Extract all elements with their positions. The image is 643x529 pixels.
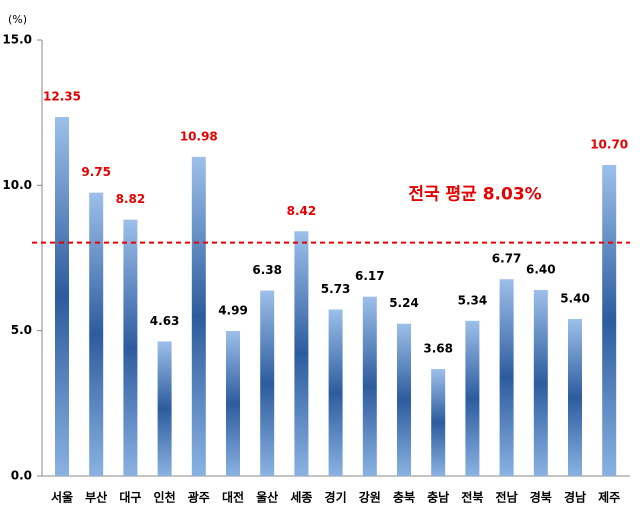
x-tick-label: 광주 xyxy=(188,490,210,505)
reference-label: 전국 평균 8.03% xyxy=(408,185,541,205)
value-label: 5.34 xyxy=(458,293,488,307)
y-tick-label: 10.0 xyxy=(2,178,32,192)
y-tick-label: 5.0 xyxy=(11,323,32,337)
value-label: 5.24 xyxy=(389,296,419,310)
value-label: 9.75 xyxy=(81,165,111,179)
x-tick-label: 부산 xyxy=(85,490,107,505)
value-label: 12.35 xyxy=(43,90,81,104)
x-tick-label: 강원 xyxy=(359,491,381,505)
bar xyxy=(533,289,548,476)
y-tick-label: 0.0 xyxy=(11,469,32,483)
bar xyxy=(465,320,480,476)
bar xyxy=(260,290,275,476)
value-label: 5.40 xyxy=(560,292,590,306)
bar xyxy=(157,341,172,476)
x-tick-label: 대구 xyxy=(119,491,141,505)
x-tick-label: 충남 xyxy=(427,490,449,505)
x-tick-label: 경북 xyxy=(530,491,552,505)
x-tick-label: 전북 xyxy=(461,490,483,505)
x-tick-label: 경남 xyxy=(564,490,586,505)
value-label: 10.98 xyxy=(180,129,218,143)
bar xyxy=(89,192,104,476)
y-tick-label: 15.0 xyxy=(2,33,32,47)
bar xyxy=(191,156,206,476)
x-tick-label: 제주 xyxy=(598,491,620,505)
bar xyxy=(226,330,240,476)
x-tick-label: 전남 xyxy=(496,490,518,505)
bar xyxy=(55,117,69,476)
bar xyxy=(602,164,617,476)
value-label: 8.82 xyxy=(116,192,146,206)
value-label: 8.42 xyxy=(287,204,317,218)
value-label: 4.99 xyxy=(218,303,248,317)
value-label: 10.70 xyxy=(590,137,628,151)
bar xyxy=(397,323,411,476)
bar xyxy=(499,279,514,476)
value-label: 6.77 xyxy=(492,252,522,266)
x-tick-label: 세종 xyxy=(290,490,312,505)
x-tick-label: 경기 xyxy=(325,490,347,505)
value-label: 6.38 xyxy=(252,263,282,277)
x-tick-label: 울산 xyxy=(256,490,278,505)
bar xyxy=(328,309,343,476)
bar xyxy=(294,231,309,476)
x-tick-label: 서울 xyxy=(51,490,73,505)
bar xyxy=(568,319,582,476)
bar xyxy=(431,369,446,476)
x-tick-label: 충북 xyxy=(393,490,415,505)
value-label: 3.68 xyxy=(423,342,453,356)
y-unit: (%) xyxy=(8,13,27,26)
value-label: 6.40 xyxy=(526,262,556,276)
bar xyxy=(362,296,377,476)
value-label: 6.17 xyxy=(355,269,385,283)
value-label: 5.73 xyxy=(321,282,351,296)
bar xyxy=(123,219,138,476)
x-tick-label: 인천 xyxy=(154,490,176,505)
x-tick-label: 대전 xyxy=(222,490,244,505)
value-label: 4.63 xyxy=(150,314,180,328)
